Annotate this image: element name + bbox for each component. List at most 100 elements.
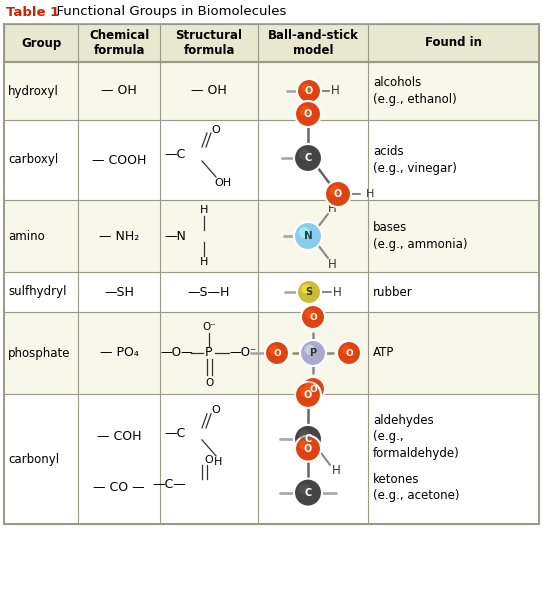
Circle shape [299, 430, 310, 441]
Text: Ball-and-stick
model: Ball-and-stick model [268, 29, 358, 57]
Text: sulfhydryl: sulfhydryl [8, 286, 66, 298]
Text: —C—: —C— [152, 478, 186, 491]
Text: O: O [304, 390, 312, 400]
Text: O: O [305, 86, 313, 96]
Text: — PO₄: — PO₄ [99, 346, 138, 359]
Text: H: H [200, 257, 208, 267]
Text: Found in: Found in [425, 37, 482, 49]
Text: H: H [200, 205, 208, 215]
Text: carbonyl: carbonyl [8, 452, 59, 466]
Bar [4, 272, 539, 312]
Text: P: P [310, 348, 317, 358]
Text: H: H [332, 464, 340, 478]
Bar [4, 200, 539, 272]
Text: —O—: —O— [161, 346, 193, 359]
Text: C: C [305, 153, 312, 163]
Circle shape [294, 479, 322, 506]
Text: H: H [333, 286, 342, 298]
Circle shape [295, 101, 321, 127]
Text: Table 1: Table 1 [6, 5, 59, 19]
Text: —N: —N [164, 229, 186, 242]
Circle shape [297, 280, 321, 304]
Text: — CO —: — CO — [93, 481, 145, 494]
Text: C: C [305, 488, 312, 497]
Text: Chemical
formula: Chemical formula [89, 29, 149, 57]
Text: OH: OH [214, 178, 231, 188]
Circle shape [341, 345, 351, 355]
Text: S: S [305, 287, 313, 297]
Text: aldehydes
(e.g.,
formaldehyde): aldehydes (e.g., formaldehyde) [373, 414, 460, 460]
Text: Structural
formula: Structural formula [175, 29, 243, 57]
Text: ketones
(e.g., acetone): ketones (e.g., acetone) [373, 473, 459, 502]
Circle shape [305, 309, 315, 319]
Text: hydroxyl: hydroxyl [8, 85, 59, 97]
Circle shape [299, 227, 310, 238]
Text: O: O [211, 405, 220, 415]
Text: O: O [345, 349, 353, 358]
Text: O: O [309, 313, 317, 322]
Text: O: O [205, 378, 213, 388]
Text: H: H [327, 257, 336, 271]
Text: — OH: — OH [191, 85, 227, 97]
Circle shape [299, 484, 310, 494]
Text: O: O [334, 189, 342, 199]
Circle shape [300, 340, 326, 366]
Text: rubber: rubber [373, 286, 413, 298]
Text: H: H [366, 189, 374, 199]
Circle shape [299, 149, 310, 160]
Text: O⁻: O⁻ [202, 322, 216, 332]
Circle shape [301, 377, 325, 401]
Bar [4, 24, 539, 62]
Text: amino: amino [8, 229, 45, 242]
Text: — OH: — OH [101, 85, 137, 97]
Text: — NH₂: — NH₂ [99, 229, 139, 242]
Text: C: C [305, 434, 312, 444]
Text: —C: —C [165, 148, 186, 161]
Text: —C: —C [165, 427, 186, 440]
Text: ATP: ATP [373, 346, 394, 359]
Circle shape [300, 440, 310, 451]
Text: — COH: — COH [97, 430, 141, 443]
Circle shape [265, 341, 289, 365]
Text: O: O [304, 443, 312, 454]
Text: phosphate: phosphate [8, 346, 71, 359]
Text: Group: Group [21, 37, 61, 49]
Text: alcohols
(e.g., ethanol): alcohols (e.g., ethanol) [373, 76, 457, 106]
Text: — COOH: — COOH [92, 154, 146, 166]
Circle shape [301, 83, 311, 93]
Circle shape [269, 345, 279, 355]
Text: O: O [204, 455, 213, 464]
Text: —O⁻: —O⁻ [229, 346, 257, 359]
Text: H: H [327, 202, 336, 214]
Circle shape [325, 181, 351, 207]
Text: carboxyl: carboxyl [8, 154, 58, 166]
Bar [4, 120, 539, 200]
Text: H: H [331, 85, 339, 97]
Circle shape [295, 436, 321, 461]
Bar [4, 312, 539, 394]
Text: O: O [304, 109, 312, 119]
Text: O: O [273, 349, 281, 358]
Circle shape [294, 144, 322, 172]
Text: Functional Groups in Biomolecules: Functional Groups in Biomolecules [48, 5, 286, 19]
Text: O: O [211, 125, 220, 135]
Circle shape [300, 386, 310, 397]
Bar [4, 62, 539, 120]
Circle shape [294, 222, 322, 250]
Text: P: P [205, 346, 213, 359]
Circle shape [305, 381, 315, 391]
Text: —SH: —SH [104, 286, 134, 298]
Circle shape [337, 341, 361, 365]
Circle shape [301, 305, 325, 329]
Bar [4, 394, 539, 524]
Circle shape [330, 185, 340, 196]
Text: acids
(e.g., vinegar): acids (e.g., vinegar) [373, 145, 457, 175]
Circle shape [300, 106, 310, 116]
Text: O: O [309, 385, 317, 394]
Circle shape [301, 284, 311, 294]
Text: bases
(e.g., ammonia): bases (e.g., ammonia) [373, 221, 468, 251]
Text: —S—H: —S—H [188, 286, 230, 298]
Circle shape [295, 382, 321, 408]
Text: N: N [304, 231, 312, 241]
Circle shape [305, 344, 315, 355]
